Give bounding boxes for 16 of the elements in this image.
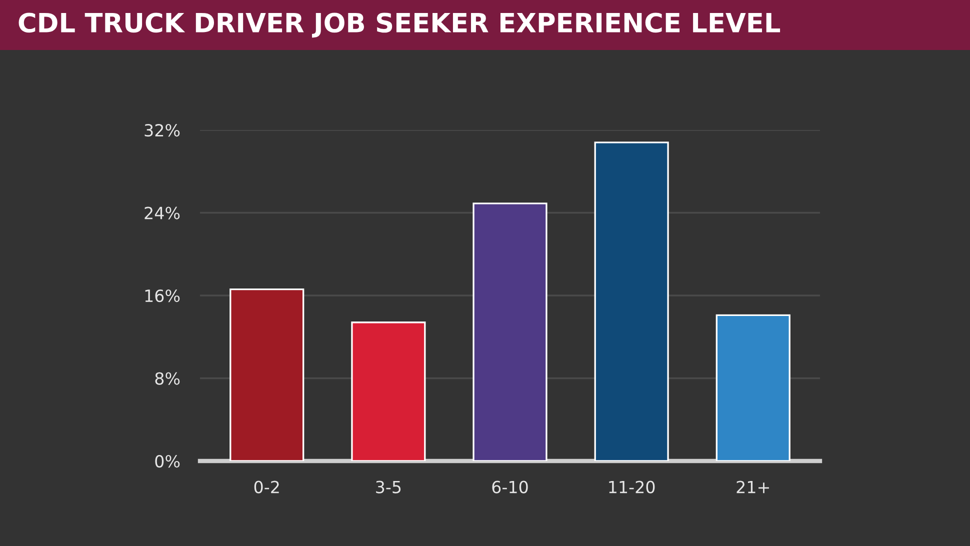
bar [716,314,790,461]
chart-title: CDL TRUCK DRIVER JOB SEEKER EXPERIENCE LEVEL [18,12,780,38]
bar [230,288,304,461]
x-tick-label: 11-20 [609,480,655,494]
y-tick-label: 24% [144,206,180,220]
bar [351,322,426,461]
y-tick-label: 32% [144,124,180,137]
bar [472,202,548,461]
bar [594,142,669,461]
x-tick-label: 0-2 [254,480,279,494]
x-tick-label: 21+ [736,480,769,494]
y-tick-label: 8% [155,372,180,385]
x-tick-label: 6-10 [492,480,528,494]
y-tick-label: 16% [145,289,180,302]
x-tick-label: 3-5 [376,480,401,494]
y-tick-label: 0% [155,454,180,468]
